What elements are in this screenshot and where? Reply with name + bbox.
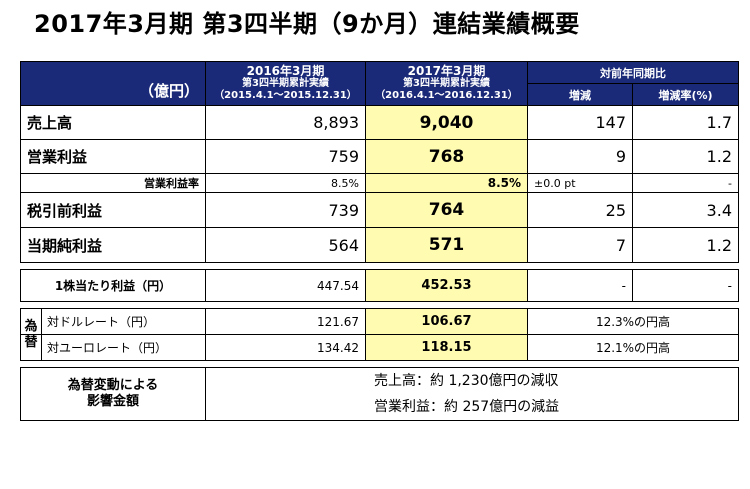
results-table: （億円） 2016年3月期 第3四半期累計実績 （2015.4.1〜2015.1…: [20, 61, 739, 421]
eps-label: 1株当たり利益（円）: [20, 269, 206, 302]
eur-prev: 134.42: [205, 334, 366, 361]
eur-label-cell: 替 対ユーロレート（円）: [20, 334, 206, 361]
eps-pct: -: [632, 269, 739, 302]
spacer: [20, 360, 739, 368]
eps-curr: 452.53: [365, 269, 528, 302]
row-eps: 1株当たり利益（円） 447.54 452.53 - -: [20, 269, 739, 302]
prev-header-line2: 第3四半期累計実績: [242, 78, 329, 89]
impact-values-cell: 売上高：約 1,230億円の減収 営業利益：約 257億円の減益: [205, 367, 739, 421]
curr-header-line3: （2016.4.1〜2016.12.31）: [375, 90, 518, 101]
pretax-label: 税引前利益: [20, 192, 206, 228]
eur-label: 対ユーロレート（円）: [47, 341, 168, 355]
spacer: [20, 301, 739, 309]
impact-label-cell: 為替変動による 影響金額: [20, 367, 206, 421]
eps-change: -: [527, 269, 633, 302]
net-pct: 1.2: [632, 227, 739, 263]
fx-label-bottom: 替: [22, 335, 42, 360]
prev-period-header: 2016年3月期 第3四半期累計実績 （2015.4.1〜2015.12.31）: [205, 61, 366, 106]
row-pretax: 税引前利益 739 764 25 3.4: [20, 192, 739, 228]
pretax-change: 25: [527, 192, 633, 228]
yoy-header: 対前年同期比: [527, 61, 739, 84]
sales-change: 147: [527, 105, 633, 140]
op-prev: 759: [205, 139, 366, 174]
eur-note: 12.1%の円高: [527, 334, 739, 361]
op-margin-label: 営業利益率: [20, 173, 206, 193]
op-curr: 768: [365, 139, 528, 174]
row-fx-usd: 為 対ドルレート（円） 121.67 106.67 12.3%の円高: [20, 308, 739, 335]
curr-period-header: 2017年3月期 第3四半期累計実績 （2016.4.1〜2016.12.31）: [365, 61, 528, 106]
sales-prev: 8,893: [205, 105, 366, 140]
eur-curr: 118.15: [365, 334, 528, 361]
row-fx-impact: 為替変動による 影響金額 売上高：約 1,230億円の減収 営業利益：約 257…: [20, 367, 739, 421]
header-row-2: 増減 増減率(%): [21, 83, 739, 106]
op-label: 営業利益: [20, 139, 206, 174]
pretax-prev: 739: [205, 192, 366, 228]
usd-label-cell: 為 対ドルレート（円）: [20, 308, 206, 335]
usd-prev: 121.67: [205, 308, 366, 335]
curr-header-line1: 2017年3月期: [407, 64, 486, 78]
header-row-1: （億円） 2016年3月期 第3四半期累計実績 （2015.4.1〜2015.1…: [20, 61, 739, 106]
fx-label-top: 為: [22, 309, 42, 334]
row-net-income: 当期純利益 564 571 7 1.2: [20, 227, 739, 263]
net-change: 7: [527, 227, 633, 263]
curr-header-line2: 第3四半期累計実績: [403, 78, 490, 89]
impact-label-line1: 為替変動による: [67, 378, 159, 393]
row-operating-income: 営業利益 759 768 9 1.2: [20, 139, 739, 174]
row-fx-eur: 替 対ユーロレート（円） 134.42 118.15 12.1%の円高: [20, 334, 739, 361]
impact-sales: 売上高：約 1,230億円の減収: [374, 373, 559, 389]
eps-prev: 447.54: [205, 269, 366, 302]
change-header: 増減: [527, 83, 633, 106]
page-title: 2017年3月期 第3四半期（9か月）連結業績概要: [34, 10, 580, 38]
spacer: [20, 262, 739, 270]
op-margin-change: ±0.0 pt: [527, 173, 633, 193]
pretax-pct: 3.4: [632, 192, 739, 228]
sales-curr: 9,040: [365, 105, 528, 140]
prev-header-line1: 2016年3月期: [246, 64, 325, 78]
impact-label-line2: 影響金額: [86, 394, 139, 409]
change-pct-header: 増減率(%): [632, 83, 739, 106]
op-pct: 1.2: [632, 139, 739, 174]
op-change: 9: [527, 139, 633, 174]
net-label: 当期純利益: [20, 227, 206, 263]
usd-label: 対ドルレート（円）: [47, 315, 156, 329]
op-margin-curr: 8.5%: [365, 173, 528, 193]
sales-label: 売上高: [20, 105, 206, 140]
pretax-curr: 764: [365, 192, 528, 228]
impact-op: 営業利益：約 257億円の減益: [374, 399, 560, 415]
net-curr: 571: [365, 227, 528, 263]
row-sales: 売上高 8,893 9,040 147 1.7: [20, 105, 739, 140]
usd-note: 12.3%の円高: [527, 308, 739, 335]
usd-curr: 106.67: [365, 308, 528, 335]
unit-label: （億円）: [20, 61, 206, 106]
net-prev: 564: [205, 227, 366, 263]
op-margin-prev: 8.5%: [205, 173, 366, 193]
sales-pct: 1.7: [632, 105, 739, 140]
row-op-margin: 営業利益率 8.5% 8.5% ±0.0 pt -: [20, 173, 739, 193]
prev-header-line3: （2015.4.1〜2015.12.31）: [214, 90, 357, 101]
op-margin-pct: -: [632, 173, 739, 193]
